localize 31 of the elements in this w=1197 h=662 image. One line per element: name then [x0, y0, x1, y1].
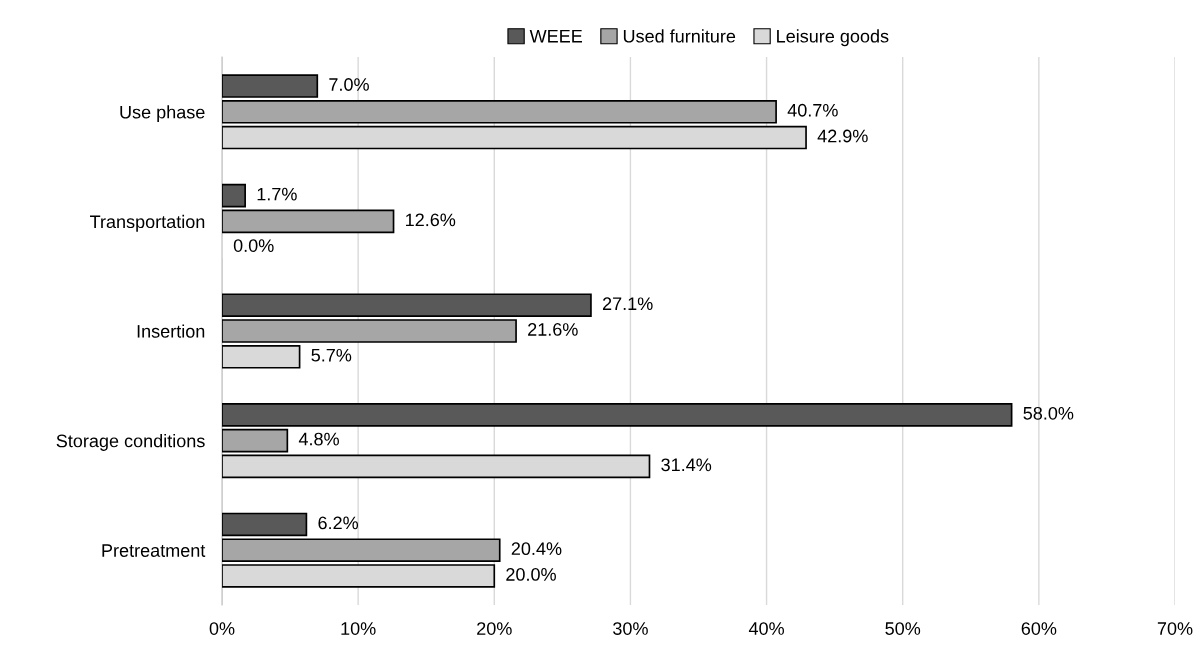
x-tick-label: 70% [1157, 622, 1193, 635]
data-label: 21.6% [528, 323, 578, 336]
data-label: 20.4% [511, 542, 562, 556]
x-tick-label: 0% [209, 622, 235, 635]
data-label: 31.4% [661, 458, 712, 472]
data-label: 5.7% [311, 348, 352, 362]
x-tick-label: 10% [341, 622, 376, 635]
x-tick-label: 60% [1021, 622, 1057, 635]
x-tick-label: 30% [613, 622, 648, 635]
legend-label: Leisure goods [777, 29, 889, 47]
data-label: 27.1% [602, 297, 653, 311]
data-label: 7.0% [329, 78, 369, 91]
y-tick-label: Insertion [137, 324, 205, 338]
y-tick-label: Pretreatment [102, 544, 206, 557]
data-label: 6.2% [318, 516, 359, 530]
data-label: 1.7% [257, 187, 297, 201]
data-label: 12.6% [406, 213, 456, 227]
data-label: 4.8% [298, 432, 339, 446]
data-label: 42.9% [817, 129, 868, 143]
data-label: 40.7% [787, 103, 838, 117]
y-tick-label: Storage conditions [56, 434, 205, 451]
legend-label: Used furniture [623, 29, 736, 43]
y-tick-label: Transportation [90, 214, 205, 232]
x-tick-label: 40% [748, 622, 784, 635]
data-label: 58.0% [1023, 406, 1074, 420]
x-tick-label: 50% [885, 622, 921, 635]
data-label: 0.0% [233, 239, 274, 252]
data-label: 20.0% [506, 568, 556, 581]
y-tick-label: Use phase [120, 105, 205, 123]
x-tick-label: 20% [477, 622, 512, 635]
legend-label: WEEE [529, 30, 583, 43]
